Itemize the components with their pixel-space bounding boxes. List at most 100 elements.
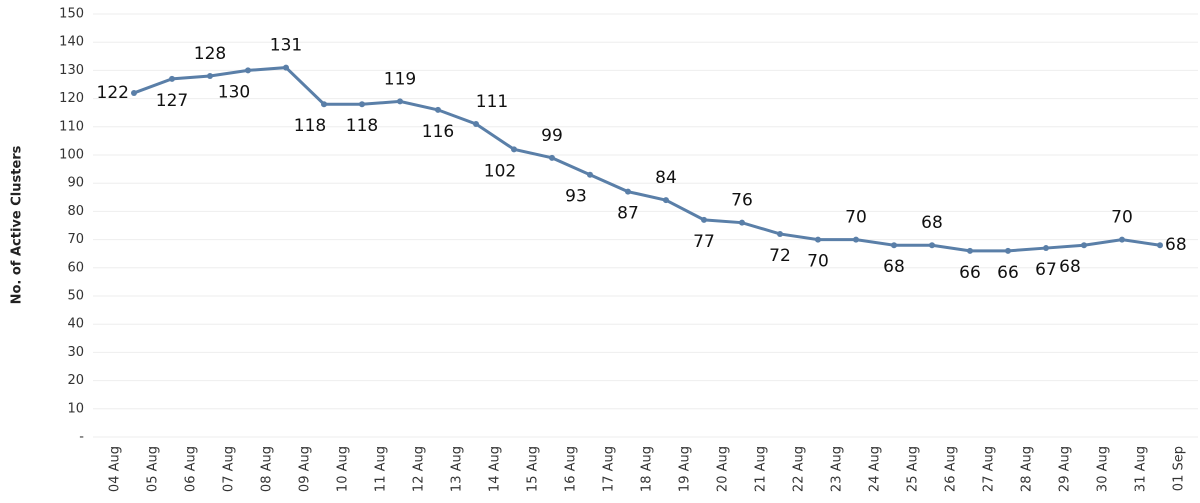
value-label: 93	[565, 187, 587, 207]
y-tick-label: 20	[67, 373, 84, 388]
point	[1005, 247, 1011, 254]
point	[473, 120, 479, 127]
x-tick-label: 30 Aug	[1096, 446, 1111, 492]
value-label: 70	[845, 208, 867, 228]
y-tick-label: 10	[67, 401, 84, 416]
point	[359, 101, 365, 108]
x-tick-label: 27 Aug	[982, 446, 997, 492]
point	[777, 230, 783, 237]
value-label: 84	[655, 168, 677, 188]
y-tick-label: 100	[59, 148, 84, 163]
x-tick-label: 16 Aug	[564, 446, 579, 492]
point	[1081, 242, 1087, 249]
x-tick-label: 29 Aug	[1058, 446, 1073, 492]
y-tick-label: 130	[59, 63, 84, 78]
point	[131, 89, 137, 96]
value-label: 66	[959, 263, 981, 283]
x-tick-label: 08 Aug	[260, 446, 275, 492]
point	[625, 188, 631, 195]
value-label: 122	[97, 83, 129, 103]
point	[397, 98, 403, 105]
y-tick-label: 110	[59, 119, 84, 134]
value-label: 67	[1035, 260, 1057, 280]
x-tick-label: 20 Aug	[716, 446, 731, 492]
value-label: 131	[270, 36, 302, 56]
point	[815, 236, 821, 243]
x-tick-label: 19 Aug	[678, 446, 693, 492]
value-label: 70	[807, 252, 829, 272]
x-tick-label: 11 Aug	[374, 446, 389, 492]
x-tick-label: 13 Aug	[450, 446, 465, 492]
point	[207, 73, 213, 80]
value-label: 72	[769, 246, 791, 266]
x-tick-label: 17 Aug	[602, 446, 617, 492]
value-label: 77	[693, 232, 715, 252]
x-tick-label: 06 Aug	[184, 446, 199, 492]
value-label: 118	[346, 116, 378, 136]
x-tick-label: 25 Aug	[906, 446, 921, 492]
x-tick-label: 01 Sep	[1172, 446, 1187, 491]
value-label: 76	[731, 191, 753, 211]
y-tick-label: 80	[67, 204, 84, 219]
value-label: 119	[384, 69, 416, 89]
point	[587, 171, 593, 178]
point	[701, 216, 707, 223]
y-tick-label: -	[79, 430, 84, 445]
value-label: 99	[541, 126, 563, 146]
y-tick-label: 150	[59, 7, 84, 22]
line	[133, 66, 1161, 253]
value-label: 111	[476, 92, 508, 112]
value-label: 102	[484, 161, 516, 181]
point	[929, 242, 935, 249]
x-tick-label: 12 Aug	[412, 446, 427, 492]
x-tick-label: 23 Aug	[830, 446, 845, 492]
x-tick-label: 18 Aug	[640, 446, 655, 492]
y-tick-label: 120	[59, 91, 84, 106]
value-label: 118	[294, 116, 326, 136]
point	[663, 197, 669, 204]
point	[511, 146, 517, 153]
x-tick-label: 24 Aug	[868, 446, 883, 492]
x-tick-label: 22 Aug	[792, 446, 807, 492]
point	[435, 106, 441, 113]
point	[891, 242, 897, 249]
point	[739, 219, 745, 226]
x-tick-label: 21 Aug	[754, 446, 769, 492]
point	[245, 67, 251, 74]
value-label: 116	[422, 122, 454, 142]
value-label: 128	[194, 44, 226, 64]
point	[283, 64, 289, 71]
x-tick-label: 04 Aug	[108, 446, 123, 492]
point	[853, 236, 859, 243]
value-label: 68	[921, 213, 943, 233]
point	[1157, 242, 1163, 249]
point	[321, 101, 327, 108]
point	[549, 154, 555, 161]
y-tick-label: 50	[67, 289, 84, 304]
x-tick-label: 31 Aug	[1134, 446, 1149, 492]
y-tick-label: 30	[67, 345, 84, 360]
y-tick-label: 140	[59, 35, 84, 50]
x-tick-label: 28 Aug	[1020, 446, 1035, 492]
value-label: 70	[1111, 208, 1133, 228]
value-label: 130	[218, 82, 250, 102]
y-tick-label: 60	[67, 260, 84, 275]
x-tick-label: 05 Aug	[146, 446, 161, 492]
value-label: 68	[883, 257, 905, 277]
y-tick-label: 70	[67, 232, 84, 247]
x-tick-label: 07 Aug	[222, 446, 237, 492]
point	[1119, 236, 1125, 243]
x-tick-label: 14 Aug	[488, 446, 503, 492]
x-tick-label: 26 Aug	[944, 446, 959, 492]
value-label: 68	[1059, 257, 1081, 277]
x-tick-label: 09 Aug	[298, 446, 313, 492]
y-axis-title: No. of Active Clusters	[10, 145, 25, 304]
point	[169, 75, 175, 82]
value-label: 68	[1165, 235, 1187, 255]
value-label: 127	[156, 91, 188, 111]
x-tick-label: 10 Aug	[336, 446, 351, 492]
point	[1043, 245, 1049, 252]
y-tick-label: 90	[67, 176, 84, 191]
value-label: 66	[997, 263, 1019, 283]
value-label: 87	[617, 204, 639, 224]
